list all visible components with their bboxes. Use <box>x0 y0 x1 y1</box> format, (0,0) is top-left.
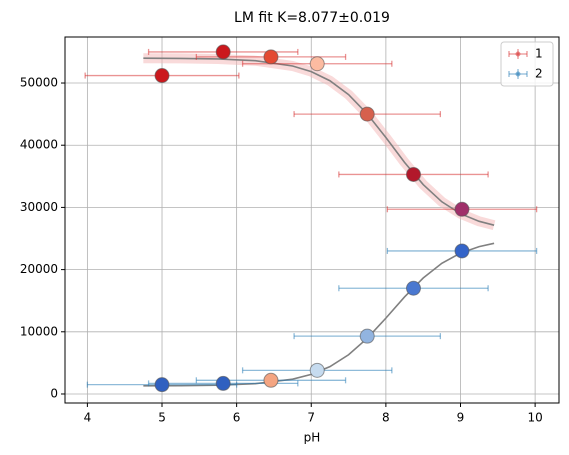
point <box>454 243 470 259</box>
point <box>359 106 375 122</box>
point <box>263 49 279 65</box>
x-tick-label: 7 <box>307 411 315 425</box>
point <box>263 372 279 388</box>
fit-curve <box>143 57 495 226</box>
legend-dot <box>515 71 521 77</box>
y-tick-label: 0 <box>50 386 58 400</box>
x-tick-label: 6 <box>233 411 241 425</box>
legend-box <box>500 41 554 87</box>
x-axis-label: pH <box>304 431 321 445</box>
legend-dot <box>515 51 521 57</box>
y-tick-label: 10000 <box>20 324 58 338</box>
point <box>309 56 325 72</box>
point <box>215 44 231 60</box>
point <box>454 201 470 217</box>
x-tick-label: 4 <box>84 411 92 425</box>
point <box>215 375 231 391</box>
point <box>154 68 170 84</box>
x-tick-label: 9 <box>457 411 465 425</box>
y-tick-label: 30000 <box>20 200 58 214</box>
point <box>405 166 421 182</box>
point <box>154 377 170 393</box>
chart-title: LM fit K=8.077±0.019 <box>234 10 390 26</box>
point <box>405 280 421 296</box>
x-tick-label: 8 <box>382 411 390 425</box>
legend-label: 1 <box>535 47 543 61</box>
point <box>359 328 375 344</box>
x-tick-label: 5 <box>158 411 166 425</box>
x-tick-label: 10 <box>527 411 542 425</box>
plot-frame <box>64 36 560 404</box>
y-tick-label: 50000 <box>20 76 58 90</box>
point <box>309 362 325 378</box>
legend-label: 2 <box>535 67 543 81</box>
y-tick-label: 40000 <box>20 138 58 152</box>
y-tick-label: 20000 <box>20 262 58 276</box>
